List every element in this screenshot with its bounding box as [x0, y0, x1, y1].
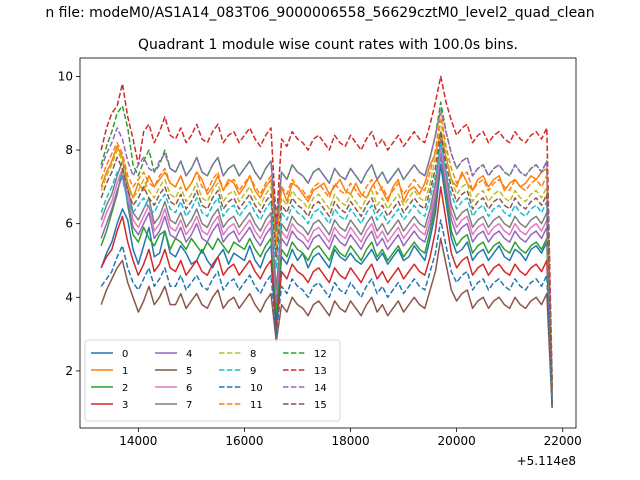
legend-label-4: 4: [186, 349, 192, 360]
legend-label-13: 13: [314, 366, 327, 377]
legend-label-11: 11: [250, 400, 263, 411]
legend-label-1: 1: [122, 366, 128, 377]
series-line-2: [100, 152, 553, 405]
y-tick-label: 10: [58, 69, 73, 83]
legend-label-14: 14: [314, 383, 327, 394]
series-line-13: [100, 75, 553, 379]
series-line-7: [100, 138, 553, 397]
legend-label-3: 3: [122, 400, 128, 411]
x-tick-label: 14000: [119, 434, 157, 448]
series-line-14: [100, 108, 553, 386]
series-line-6: [100, 145, 553, 401]
figure-suptitle: n file: modeM0/AS1A14_083T06_9000006558_…: [45, 5, 594, 21]
legend-label-5: 5: [186, 366, 192, 377]
legend-label-10: 10: [250, 383, 263, 394]
x-tick-label: 22000: [544, 434, 582, 448]
chart-title: Quadrant 1 module wise count rates with …: [138, 37, 518, 53]
legend-label-8: 8: [250, 349, 256, 360]
series-line-3: [100, 186, 553, 405]
series-line-15: [100, 130, 553, 394]
series-line-11: [100, 112, 553, 390]
series-line-4: [100, 152, 553, 401]
legend-label-2: 2: [122, 383, 128, 394]
series-line-0: [100, 164, 553, 408]
series-line-9: [100, 141, 553, 397]
x-axis-offset-label: +5.114e8: [517, 454, 576, 468]
y-tick-label: 8: [65, 143, 73, 157]
legend-label-7: 7: [186, 400, 192, 411]
legend-label-9: 9: [250, 366, 256, 377]
series-line-5: [100, 237, 553, 408]
legend-frame: [84, 339, 341, 422]
legend-label-15: 15: [314, 400, 327, 411]
legend-label-0: 0: [122, 349, 128, 360]
y-tick-label: 6: [65, 217, 73, 231]
x-tick-label: 16000: [225, 434, 263, 448]
x-tick-label: 20000: [438, 434, 476, 448]
series-line-8: [100, 119, 553, 394]
series-line-10: [100, 219, 553, 405]
y-tick-label: 2: [65, 364, 73, 378]
plot-frame: [79, 57, 577, 429]
x-tick-label: 18000: [331, 434, 369, 448]
legend-label-6: 6: [186, 383, 192, 394]
y-tick-label: 4: [65, 290, 73, 304]
legend-label-12: 12: [314, 349, 327, 360]
series-layer: [100, 75, 553, 408]
